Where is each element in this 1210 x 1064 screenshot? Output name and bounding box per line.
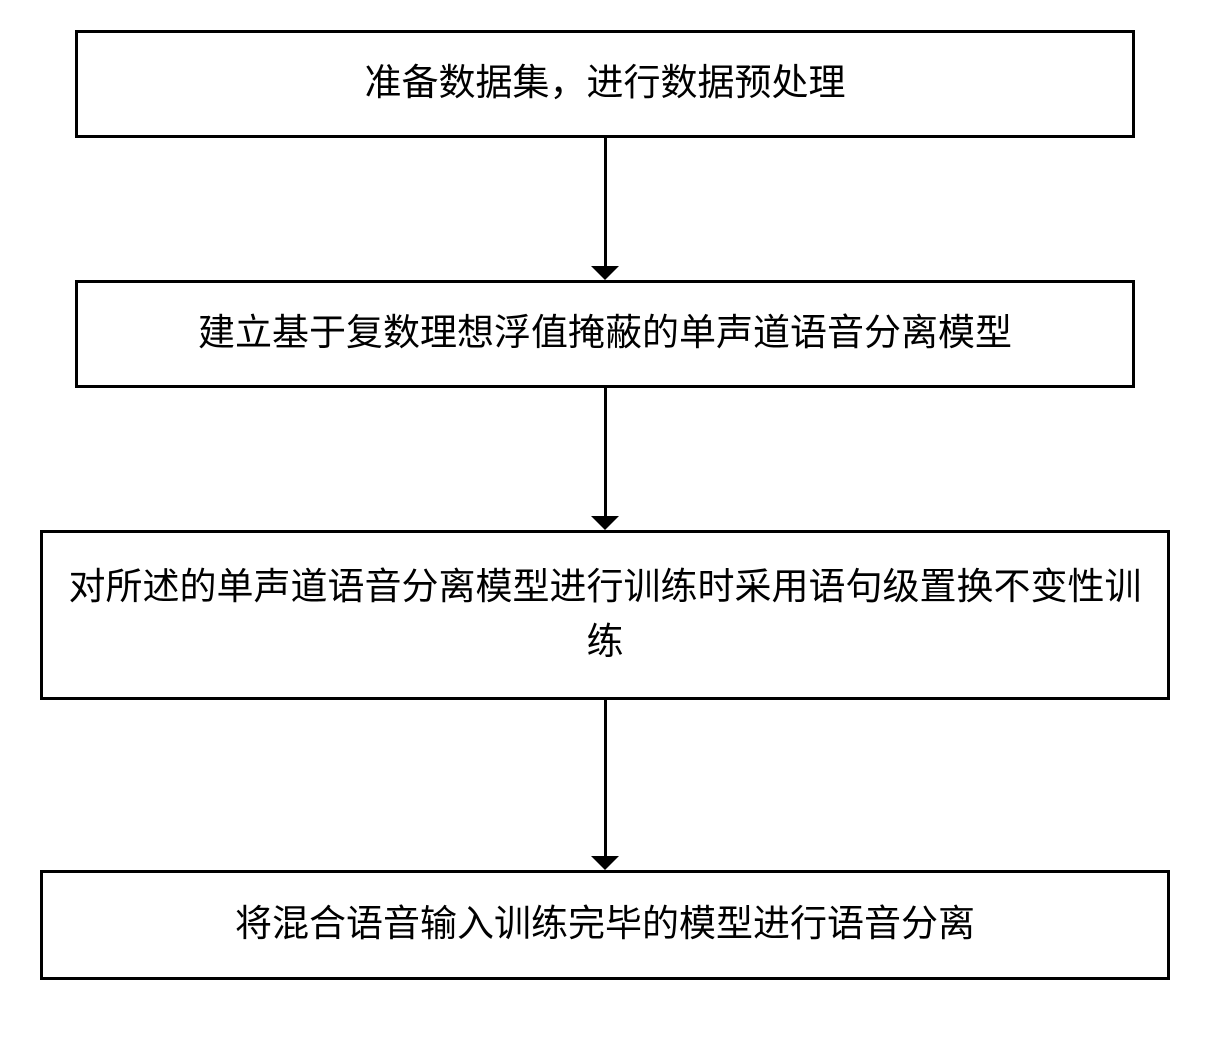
flowchart-canvas: 准备数据集，进行数据预处理建立基于复数理想浮值掩蔽的单声道语音分离模型对所述的单… [0,0,1210,1064]
flow-node-label: 建立基于复数理想浮值掩蔽的单声道语音分离模型 [198,306,1012,362]
flow-arrow-line [604,700,607,856]
flow-arrow-line [604,388,607,516]
flow-node-step1: 准备数据集，进行数据预处理 [75,30,1135,138]
flow-node-step4: 将混合语音输入训练完毕的模型进行语音分离 [40,870,1170,980]
flow-arrow-head [591,266,619,280]
flow-node-label: 将混合语音输入训练完毕的模型进行语音分离 [235,897,975,953]
flow-arrow-head [591,856,619,870]
flow-arrow-line [604,138,607,266]
flow-node-label: 对所述的单声道语音分离模型进行训练时采用语句级置换不变性训练 [63,560,1147,671]
flow-node-step3: 对所述的单声道语音分离模型进行训练时采用语句级置换不变性训练 [40,530,1170,700]
flow-arrow-head [591,516,619,530]
flow-node-label: 准备数据集，进行数据预处理 [365,56,846,112]
flow-node-step2: 建立基于复数理想浮值掩蔽的单声道语音分离模型 [75,280,1135,388]
